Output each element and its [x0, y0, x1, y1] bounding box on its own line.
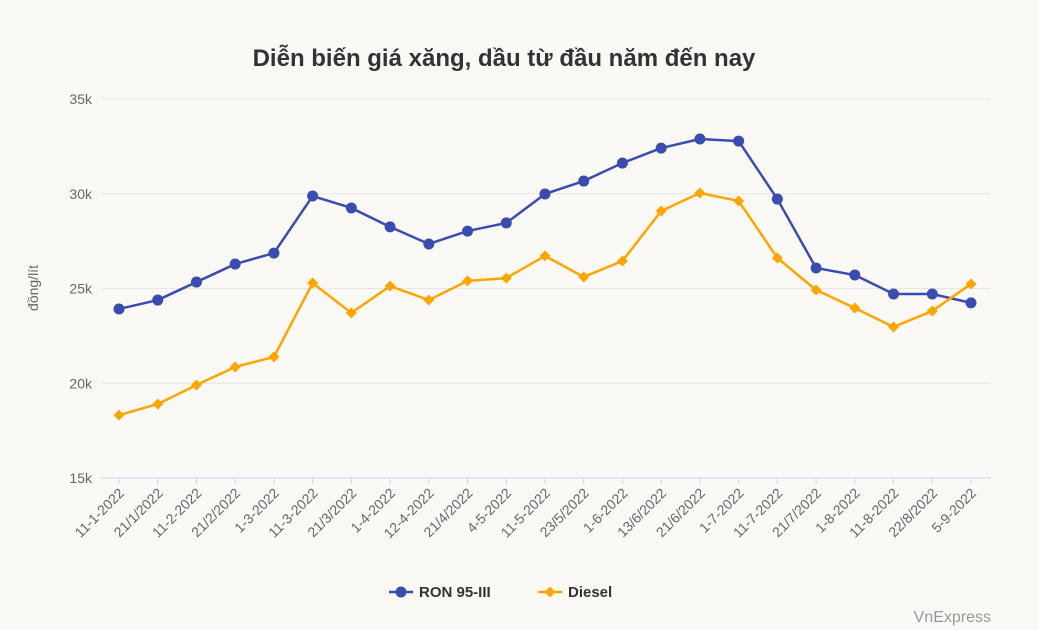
data-point[interactable]: [539, 188, 551, 200]
data-point[interactable]: [926, 305, 938, 317]
data-point[interactable]: [268, 247, 280, 259]
data-point[interactable]: [965, 278, 977, 290]
data-point[interactable]: [152, 294, 164, 306]
data-point[interactable]: [152, 398, 164, 410]
legend-label: RON 95-III: [419, 584, 491, 601]
data-point[interactable]: [462, 225, 474, 237]
data-point[interactable]: [539, 250, 551, 262]
data-point[interactable]: [113, 303, 125, 315]
y-tick-label: 25k: [69, 281, 93, 297]
data-point[interactable]: [616, 157, 628, 169]
data-point[interactable]: [307, 190, 319, 202]
y-tick-label: 35k: [69, 91, 93, 107]
legend-item[interactable]: RON 95-III: [389, 584, 491, 601]
data-point[interactable]: [462, 275, 474, 287]
data-point[interactable]: [810, 262, 822, 274]
y-tick-label: 20k: [69, 375, 93, 391]
data-point[interactable]: [268, 351, 280, 363]
y-tick-label: 30k: [69, 186, 93, 202]
data-point[interactable]: [849, 269, 861, 281]
data-point[interactable]: [229, 361, 241, 373]
data-point[interactable]: [190, 276, 202, 288]
data-point[interactable]: [423, 294, 435, 306]
data-point[interactable]: [849, 302, 861, 314]
data-point[interactable]: [888, 288, 900, 300]
legend-item[interactable]: Diesel: [538, 584, 612, 601]
credit-label: VnExpress: [914, 609, 991, 626]
series-diesel: [113, 187, 977, 421]
series-line: [118, 191, 972, 417]
y-axis-label: đồng/lít: [25, 265, 41, 311]
data-point[interactable]: [500, 272, 512, 284]
data-point[interactable]: [771, 252, 783, 264]
y-tick-label: 15k: [69, 470, 93, 486]
data-point[interactable]: [500, 217, 512, 229]
data-point[interactable]: [926, 288, 938, 300]
data-point[interactable]: [965, 297, 977, 309]
data-point[interactable]: [771, 193, 783, 205]
data-point[interactable]: [888, 321, 900, 333]
data-point[interactable]: [345, 202, 357, 214]
data-point[interactable]: [655, 205, 667, 217]
data-point[interactable]: [578, 175, 590, 187]
data-point[interactable]: [345, 307, 357, 319]
data-point[interactable]: [694, 187, 706, 199]
data-point[interactable]: [733, 135, 745, 147]
data-point[interactable]: [229, 258, 241, 270]
data-point[interactable]: [190, 379, 202, 391]
series-ron-95-iii: [113, 133, 977, 315]
data-point[interactable]: [423, 238, 435, 250]
data-point[interactable]: [655, 142, 667, 154]
data-point[interactable]: [694, 133, 706, 145]
series-line: [118, 137, 972, 311]
chart-title: Diễn biến giá xăng, dầu từ đầu năm đến n…: [253, 44, 756, 72]
data-point[interactable]: [616, 255, 628, 267]
data-point[interactable]: [578, 271, 590, 283]
data-point[interactable]: [307, 277, 319, 289]
data-point[interactable]: [384, 221, 396, 233]
data-point[interactable]: [113, 409, 125, 421]
legend-marker: [395, 586, 407, 598]
data-point[interactable]: [810, 284, 822, 296]
legend-marker: [544, 586, 556, 598]
legend-label: Diesel: [568, 584, 612, 601]
data-point[interactable]: [733, 195, 745, 207]
data-point[interactable]: [384, 280, 396, 292]
